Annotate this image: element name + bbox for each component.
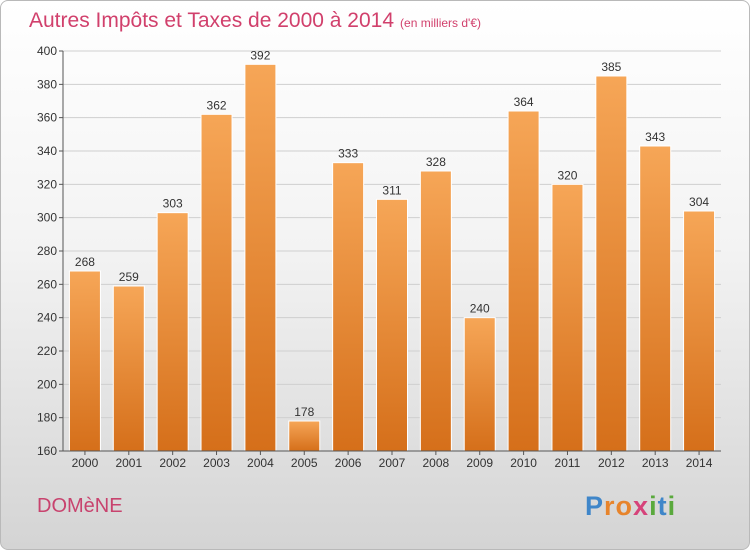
logo-letter: x <box>633 491 650 521</box>
y-tick-label: 200 <box>37 377 57 391</box>
x-tick-label: 2014 <box>686 456 713 470</box>
logo-letter: o <box>615 491 634 521</box>
bar-value-label: 392 <box>250 48 270 62</box>
axes <box>59 50 721 455</box>
y-tick-label: 160 <box>37 444 57 458</box>
y-tick-label: 220 <box>37 344 57 358</box>
bar-value-label: 328 <box>426 155 446 169</box>
bar-value-label: 259 <box>119 270 139 284</box>
chart-title: Autres Impôts et Taxes de 2000 à 2014 <box>29 9 395 32</box>
x-tick-label: 2008 <box>423 456 450 470</box>
bar-value-label: 268 <box>75 255 95 269</box>
bar-value-label: 385 <box>601 60 621 74</box>
y-tick-label: 300 <box>37 211 57 225</box>
bar <box>551 183 584 452</box>
bar <box>156 212 189 452</box>
proxiti-logo[interactable]: Proxiti <box>585 491 676 522</box>
labels-group: 160 180 200 220 240 260 280 300 320 340 360 380 400 2… <box>37 44 713 470</box>
bar-value-label: 320 <box>557 168 577 182</box>
bar <box>419 170 452 452</box>
bar-value-label: 304 <box>689 195 709 209</box>
x-tick-label: 2001 <box>115 456 142 470</box>
y-tick-label: 400 <box>37 44 57 58</box>
bar <box>288 420 321 452</box>
commune-name: DOMèNE <box>37 495 123 517</box>
x-tick-label: 2012 <box>598 456 625 470</box>
bar <box>507 110 540 452</box>
y-tick-label: 260 <box>37 277 57 291</box>
bar-value-label: 311 <box>382 183 401 197</box>
chart-header: Autres Impôts et Taxes de 2000 à 2014 (en… <box>29 9 481 33</box>
logo-letter: P <box>585 491 605 521</box>
logo-letter: r <box>604 491 616 521</box>
x-tick-label: 2004 <box>247 456 274 470</box>
bar <box>332 162 365 452</box>
y-tick-label: 340 <box>37 144 57 158</box>
bar <box>244 63 277 452</box>
bar <box>639 145 672 452</box>
bar <box>376 198 408 452</box>
chart-unit: (en milliers d'€) <box>400 16 482 30</box>
x-tick-label: 2003 <box>203 456 230 470</box>
x-tick-label: 2010 <box>510 456 537 470</box>
bar-value-label: 362 <box>207 98 227 112</box>
bar-value-label: 178 <box>294 405 314 419</box>
x-tick-label: 2009 <box>466 456 493 470</box>
bar <box>68 270 101 452</box>
bar <box>683 210 716 452</box>
bar-value-label: 364 <box>514 95 534 109</box>
x-tick-label: 2013 <box>642 456 669 470</box>
y-tick-label: 320 <box>37 177 57 191</box>
y-tick-label: 240 <box>37 311 57 325</box>
bar-value-label: 303 <box>163 197 183 211</box>
y-tick-label: 280 <box>37 244 57 258</box>
bar-value-label: 343 <box>645 130 665 144</box>
x-tick-label: 2007 <box>379 456 406 470</box>
y-tick-label: 360 <box>37 111 57 125</box>
bar <box>200 113 233 452</box>
x-tick-label: 2002 <box>159 456 186 470</box>
bar-value-label: 240 <box>470 302 490 316</box>
bar <box>595 75 628 452</box>
y-tick-label: 380 <box>37 77 57 91</box>
logo-letter: t <box>657 491 668 521</box>
y-tick-label: 180 <box>37 411 57 425</box>
x-tick-label: 2005 <box>291 456 318 470</box>
logo-letter: i <box>667 491 677 521</box>
bar <box>463 317 496 452</box>
bar <box>112 285 145 452</box>
x-tick-label: 2011 <box>555 456 581 470</box>
bar-value-label: 333 <box>338 147 358 161</box>
x-tick-label: 2000 <box>72 456 99 470</box>
x-tick-label: 2006 <box>335 456 362 470</box>
bars-group <box>68 63 716 452</box>
logo-letter: i <box>649 491 658 521</box>
